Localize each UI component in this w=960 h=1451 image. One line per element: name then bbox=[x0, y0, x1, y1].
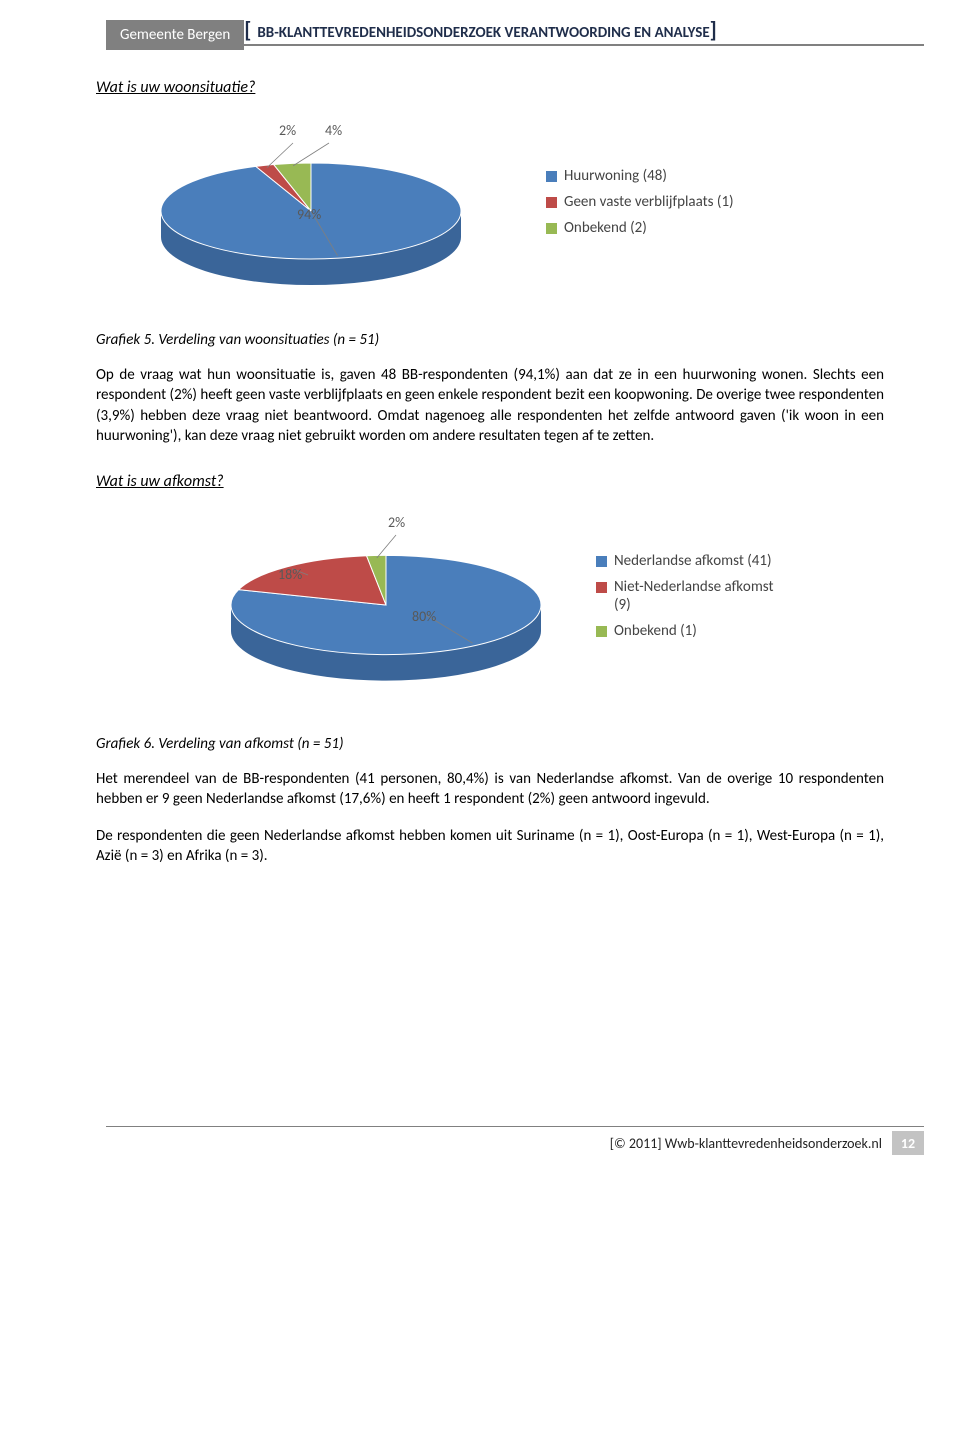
legend-item: Geen vaste verblijfplaats (1) bbox=[546, 193, 884, 211]
svg-text:94%: 94% bbox=[297, 206, 321, 223]
legend-item: Huurwoning (48) bbox=[546, 167, 884, 185]
legend-label: Onbekend (2) bbox=[564, 219, 647, 237]
q1-chart: 94% 2% 4% bbox=[96, 111, 526, 301]
header-title-group: [ BB-KLANTTEVREDENHEIDSONDERZOEK VERANTW… bbox=[244, 24, 924, 46]
legend-swatch bbox=[546, 197, 557, 208]
q2-chart-row: 80% 18% 2% Nederlandse afkomst (41) Niet-Ne… bbox=[96, 505, 884, 695]
q2-legend: Nederlandse afkomst (41) Niet-Nederlandse… bbox=[576, 552, 884, 648]
legend-item: Niet-Nederlandse afkomst (9) bbox=[596, 578, 884, 614]
legend-item: Nederlandse afkomst (41) bbox=[596, 552, 884, 570]
q2-pie-svg: 80% 18% 2% bbox=[116, 505, 556, 695]
q1-pie-svg: 94% 2% 4% bbox=[111, 111, 511, 301]
header-title: [ BB-KLANTTEVREDENHEIDSONDERZOEK VERANTW… bbox=[244, 24, 924, 42]
q1-caption: Grafiek 5. Verdeling van woonsituaties (… bbox=[96, 331, 884, 349]
footer-text: [© 2011] Wwb-klanttevredenheidsonderzoek… bbox=[610, 1135, 882, 1152]
q1-chart-row: 94% 2% 4% Huurwoning (48) Geen vaste verbli… bbox=[96, 111, 884, 301]
legend-label: Nederlandse afkomst (41) bbox=[614, 552, 772, 570]
q2-caption: Grafiek 6. Verdeling van afkomst (n = 51… bbox=[96, 735, 884, 753]
q2-heading: Wat is uw afkomst? bbox=[96, 472, 884, 491]
footer-page-number: 12 bbox=[892, 1131, 924, 1155]
legend-swatch bbox=[596, 626, 607, 637]
legend-label: Niet-Nederlandse afkomst (9) bbox=[614, 578, 784, 614]
q2-chart: 80% 18% 2% bbox=[96, 505, 576, 695]
svg-text:2%: 2% bbox=[279, 122, 296, 139]
page: Gemeente Bergen [ BB-KLANTTEVREDENHEIDSO… bbox=[0, 18, 960, 1155]
content: Wat is uw woonsituatie? 94% 2% 4% Huurwoni… bbox=[0, 78, 960, 866]
legend-label: Geen vaste verblijfplaats (1) bbox=[564, 193, 734, 211]
header-tab: Gemeente Bergen bbox=[106, 20, 244, 50]
q1-heading: Wat is uw woonsituatie? bbox=[96, 78, 884, 97]
legend-item: Onbekend (1) bbox=[596, 622, 884, 640]
footer-rule bbox=[106, 1126, 924, 1127]
legend-label: Onbekend (1) bbox=[614, 622, 697, 640]
svg-text:4%: 4% bbox=[325, 122, 342, 139]
footer-row: [© 2011] Wwb-klanttevredenheidsonderzoek… bbox=[36, 1131, 924, 1155]
page-header: Gemeente Bergen [ BB-KLANTTEVREDENHEIDSO… bbox=[36, 18, 924, 52]
svg-text:18%: 18% bbox=[278, 566, 302, 583]
legend-item: Onbekend (2) bbox=[546, 219, 884, 237]
q2-paragraph-1: Het merendeel van de BB-respondenten (41… bbox=[96, 769, 884, 810]
legend-swatch bbox=[546, 223, 557, 234]
legend-swatch bbox=[596, 556, 607, 567]
svg-text:80%: 80% bbox=[412, 608, 436, 625]
legend-swatch bbox=[596, 582, 607, 593]
page-footer: [© 2011] Wwb-klanttevredenheidsonderzoek… bbox=[36, 1126, 924, 1155]
header-title-text: BB-KLANTTEVREDENHEIDSONDERZOEK VERANTWOO… bbox=[249, 24, 709, 42]
legend-swatch bbox=[546, 171, 557, 182]
legend-label: Huurwoning (48) bbox=[564, 167, 667, 185]
q1-legend: Huurwoning (48) Geen vaste verblijfplaats… bbox=[526, 167, 884, 245]
q2-paragraph-2: De respondenten die geen Nederlandse afk… bbox=[96, 826, 884, 867]
q1-paragraph: Op de vraag wat hun woonsituatie is, gav… bbox=[96, 365, 884, 446]
svg-text:2%: 2% bbox=[388, 514, 405, 531]
